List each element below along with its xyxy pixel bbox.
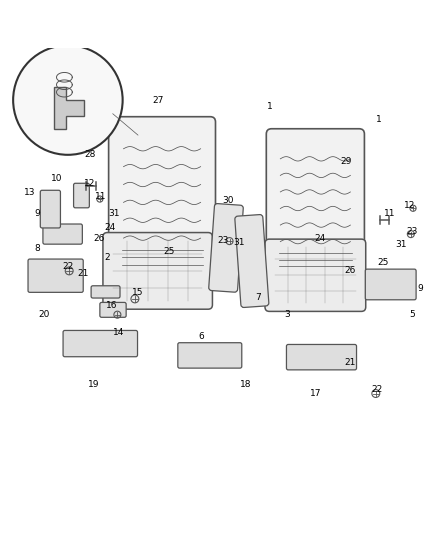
Text: 14: 14 (113, 328, 124, 337)
Text: 12: 12 (84, 179, 95, 188)
Text: 16: 16 (106, 302, 117, 310)
Text: 21: 21 (345, 358, 356, 367)
Text: 6: 6 (198, 332, 205, 341)
FancyBboxPatch shape (74, 183, 89, 208)
Text: 31: 31 (233, 238, 244, 247)
Text: 23: 23 (406, 227, 417, 236)
Circle shape (13, 45, 123, 155)
Text: 12: 12 (404, 201, 415, 209)
Text: 26: 26 (345, 266, 356, 276)
Text: 18: 18 (240, 380, 251, 389)
FancyBboxPatch shape (235, 215, 269, 308)
FancyBboxPatch shape (28, 259, 83, 292)
Text: 22: 22 (62, 262, 74, 271)
Text: 10: 10 (51, 174, 63, 183)
Text: 5: 5 (409, 310, 415, 319)
Text: 1: 1 (376, 115, 382, 124)
Text: 22: 22 (371, 385, 382, 394)
Text: 30: 30 (222, 196, 233, 205)
Text: 25: 25 (163, 247, 174, 256)
Text: 23: 23 (218, 236, 229, 245)
FancyBboxPatch shape (43, 224, 82, 244)
FancyBboxPatch shape (209, 204, 243, 292)
Text: 31: 31 (108, 209, 120, 219)
FancyBboxPatch shape (178, 343, 242, 368)
FancyBboxPatch shape (265, 239, 366, 311)
Text: 9: 9 (34, 209, 40, 219)
Polygon shape (54, 87, 84, 129)
Text: 17: 17 (310, 389, 321, 398)
Text: 7: 7 (255, 293, 261, 302)
Text: 8: 8 (34, 245, 40, 254)
Text: 24: 24 (104, 223, 115, 231)
Text: 31: 31 (395, 240, 406, 249)
Text: 13: 13 (24, 188, 35, 197)
FancyBboxPatch shape (286, 344, 357, 370)
FancyBboxPatch shape (40, 190, 60, 228)
Text: 19: 19 (88, 380, 100, 389)
Text: 28: 28 (84, 150, 95, 159)
FancyBboxPatch shape (109, 117, 215, 276)
Text: 1: 1 (266, 102, 272, 111)
Text: 25: 25 (378, 257, 389, 266)
Text: 20: 20 (38, 310, 49, 319)
Text: 21: 21 (78, 269, 89, 278)
FancyBboxPatch shape (91, 286, 120, 298)
Text: 2: 2 (105, 253, 110, 262)
Text: 24: 24 (314, 233, 325, 243)
Text: 11: 11 (95, 192, 106, 201)
FancyBboxPatch shape (100, 302, 126, 317)
FancyBboxPatch shape (103, 232, 212, 309)
Text: 29: 29 (340, 157, 352, 166)
FancyBboxPatch shape (63, 330, 138, 357)
FancyBboxPatch shape (266, 129, 364, 277)
Text: 26: 26 (93, 233, 104, 243)
Text: 11: 11 (384, 209, 396, 219)
Text: 27: 27 (152, 95, 163, 104)
Text: 9: 9 (417, 284, 424, 293)
Text: 15: 15 (132, 288, 144, 297)
FancyBboxPatch shape (365, 269, 416, 300)
Text: 3: 3 (284, 310, 290, 319)
